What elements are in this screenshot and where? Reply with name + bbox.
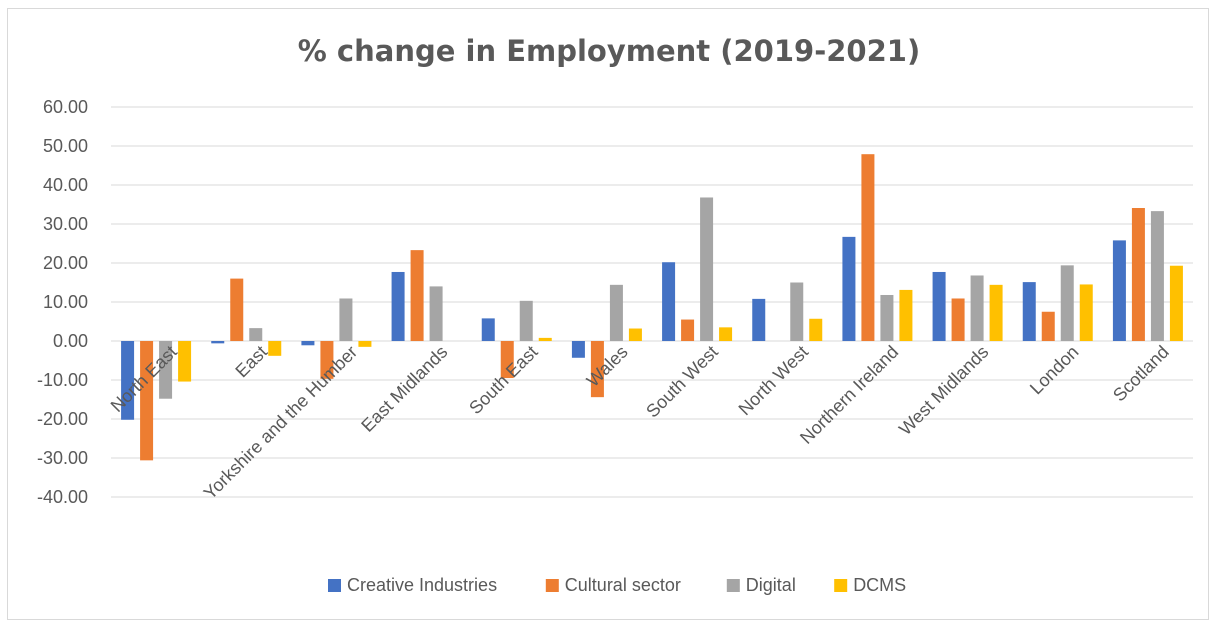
bar [700,197,714,341]
x-tick-label: Scotland [1109,342,1173,406]
x-tick-label: London [1026,342,1083,399]
legend-label: Creative Industries [347,575,497,595]
bar [1150,211,1164,341]
bar-chart: % change in Employment (2019-2021) 60.00… [37,34,1193,595]
bar [249,328,263,341]
bar [609,284,623,341]
y-tick-label: 40.00 [43,175,88,195]
bar [1041,311,1055,341]
bar [662,262,676,341]
bar [590,341,604,398]
bar [121,341,135,420]
bar [880,294,894,341]
x-tick-label: South West [642,342,722,422]
x-tick-label: East Midlands [357,342,451,436]
x-tick-label: West Midlands [895,342,992,439]
bar [790,282,804,341]
legend-item: Cultural sector [545,575,681,595]
bar [1112,240,1126,341]
bar [681,319,695,341]
chart-title: % change in Employment (2019-2021) [298,34,920,68]
bar [211,341,225,344]
bar [140,341,154,461]
bar [178,341,192,382]
bar [951,298,965,341]
bar [538,337,552,341]
bars [121,154,1183,461]
y-tick-label: -20.00 [37,409,88,429]
bar [899,289,913,341]
bar [1079,284,1093,341]
bar [429,286,443,341]
bar [519,300,533,341]
bar [752,298,766,341]
legend-swatch [328,579,341,592]
bar [628,328,642,341]
bar [932,271,946,341]
bar [1169,265,1183,341]
bar [1131,208,1145,341]
y-tick-label: 0.00 [53,331,88,351]
legend-swatch [726,579,740,592]
x-tick-label: Wales [583,342,632,391]
legend-item: Creative Industries [328,575,497,595]
bar [320,341,334,379]
legend-swatch [545,579,559,592]
x-tick-label: Yorkshire and the Humber [200,342,362,504]
y-tick-label: -40.00 [37,487,88,507]
legend-item: Digital [726,575,796,595]
bar [481,318,495,341]
y-axis-ticks: 60.00 50.00 40.00 30.00 20.00 10.00 0.00 -10.00… [37,97,88,507]
bar [500,341,514,379]
bar [842,236,856,341]
bar [230,278,244,341]
bar [719,327,733,341]
bar [339,298,353,341]
legend-item: DCMS [834,575,906,595]
y-tick-label: 30.00 [43,214,88,234]
chart-area: % change in Employment (2019-2021) 60.00… [7,8,1209,620]
legend-label: Digital [746,575,796,595]
bar [391,271,405,341]
bar [358,341,372,347]
legend: Creative Industries Cultural sector Digita… [328,575,906,595]
bar [268,341,282,356]
bar [301,341,315,346]
bar [410,250,424,341]
legend-swatch [834,579,848,592]
gridlines [111,106,1193,498]
bar [159,341,173,399]
bar [989,284,1003,341]
y-tick-label: -30.00 [37,448,88,468]
y-tick-label: 60.00 [43,97,88,117]
y-tick-label: 20.00 [43,253,88,273]
bar [809,318,823,341]
y-tick-label: 50.00 [43,136,88,156]
legend-label: Cultural sector [565,575,681,595]
y-tick-label: 10.00 [43,292,88,312]
legend-label: DCMS [853,575,906,595]
bar [571,341,585,358]
bar [1060,265,1074,341]
bar [970,275,984,341]
y-tick-label: -10.00 [37,370,88,390]
bar [861,154,875,341]
x-tick-label: East [231,342,271,382]
bar [1022,282,1036,341]
x-tick-label: Northern Ireland [796,342,902,448]
